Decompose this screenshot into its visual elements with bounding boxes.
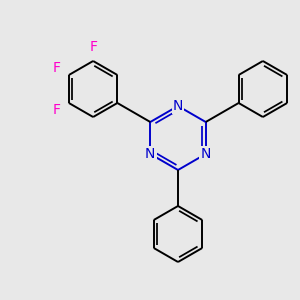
Text: N: N — [145, 147, 155, 161]
Text: N: N — [173, 99, 183, 113]
Text: N: N — [200, 147, 211, 161]
Text: F: F — [89, 40, 97, 54]
Text: F: F — [53, 103, 61, 117]
Text: F: F — [53, 61, 61, 75]
